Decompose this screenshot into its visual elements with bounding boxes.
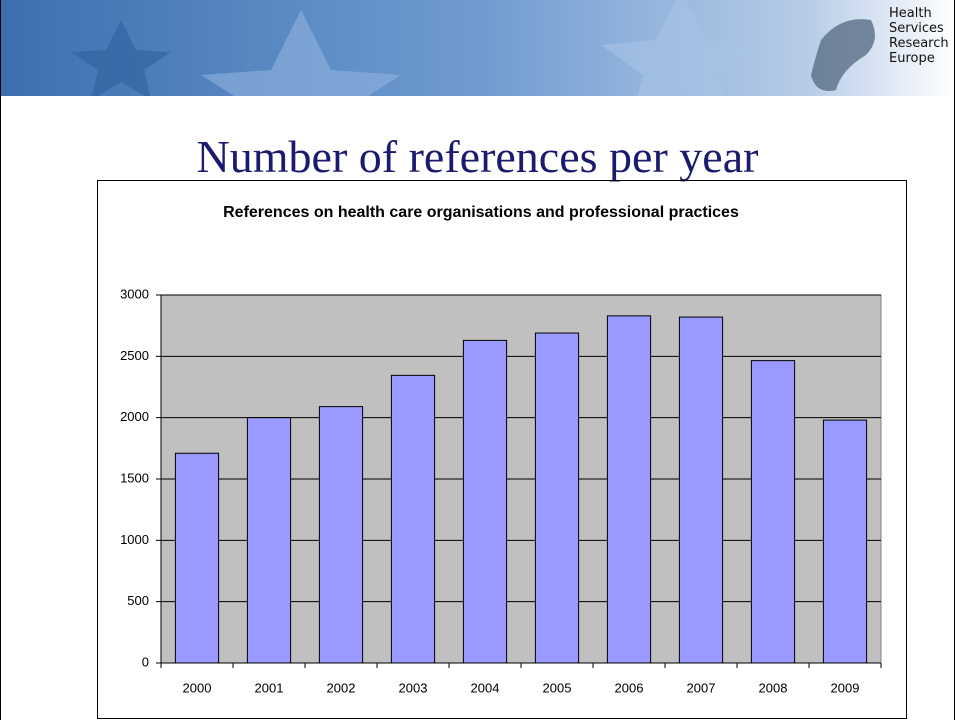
y-tick-label: 500 [127, 593, 149, 608]
x-tick-label: 2009 [831, 680, 860, 695]
bar [175, 453, 218, 663]
bar [535, 333, 578, 663]
y-tick-label: 0 [142, 654, 149, 669]
bar [751, 361, 794, 663]
bar [391, 375, 434, 663]
y-tick-label: 2000 [120, 409, 149, 424]
x-tick-label: 2004 [471, 680, 500, 695]
bar [823, 420, 866, 663]
x-tick-label: 2003 [399, 680, 428, 695]
x-tick-label: 2006 [615, 680, 644, 695]
bar [247, 418, 290, 663]
x-tick-label: 2002 [327, 680, 356, 695]
chart-title: References on health care organisations … [181, 200, 781, 226]
y-tick-label: 1000 [120, 532, 149, 547]
x-tick-label: 2001 [255, 680, 284, 695]
x-tick-label: 2005 [543, 680, 572, 695]
bar [319, 407, 362, 663]
bar [607, 316, 650, 663]
x-tick-label: 2008 [759, 680, 788, 695]
y-tick-label: 1500 [120, 470, 149, 485]
chart: 0 500 1000 1500 2000 2500 3000 2000 2001 2002 2003… [1, 0, 954, 720]
x-tick-label: 2000 [183, 680, 212, 695]
slide: Health Services Research Europe Number o… [0, 0, 955, 720]
bar [679, 317, 722, 663]
y-tick-label: 3000 [120, 286, 149, 301]
x-tick-label: 2007 [687, 680, 716, 695]
y-tick-label: 2500 [120, 348, 149, 363]
bar [463, 340, 506, 663]
